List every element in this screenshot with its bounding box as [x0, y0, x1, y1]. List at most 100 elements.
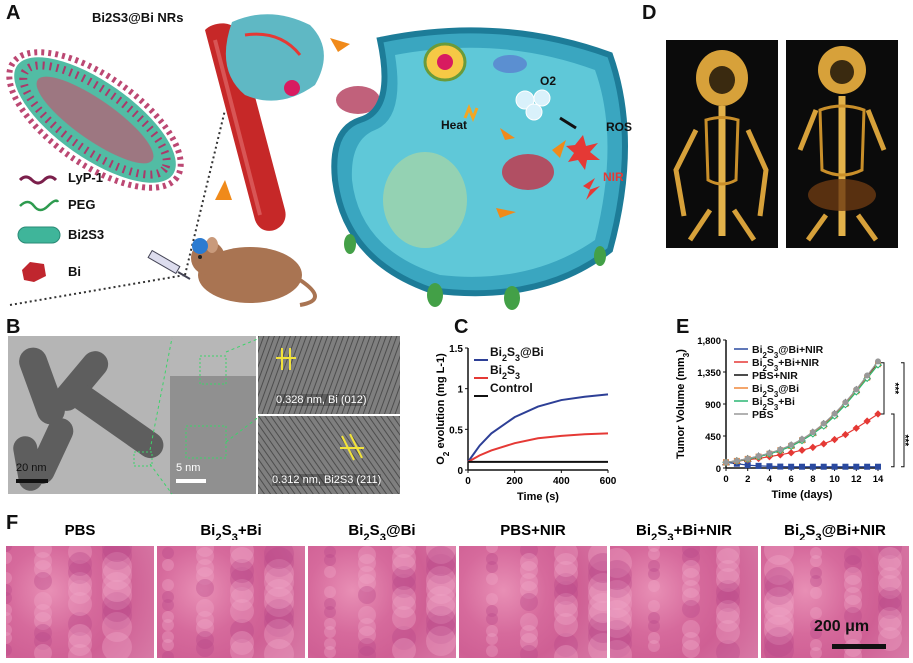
tissue-texture — [764, 627, 794, 657]
tissue-texture — [324, 566, 336, 578]
tissue-texture — [520, 553, 538, 571]
tissue-texture — [554, 613, 578, 637]
tissue-texture — [162, 611, 174, 623]
bi-icon — [22, 262, 46, 282]
tissue-texture — [426, 586, 456, 616]
x-tick-label: 400 — [553, 476, 570, 487]
heat-icon — [463, 103, 479, 123]
x-tick-label: 12 — [851, 474, 862, 485]
tissue-texture — [264, 539, 294, 569]
tissue-texture — [682, 548, 700, 566]
data-point — [788, 463, 795, 470]
blood-vessel — [205, 23, 286, 231]
tissue-texture — [486, 605, 498, 617]
tissue-texture — [0, 624, 12, 636]
tissue-texture — [34, 604, 52, 622]
y-tick-label: 900 — [705, 400, 721, 411]
data-point — [864, 463, 871, 470]
histology-title: Bi2S3+Bi+NIR — [610, 520, 758, 545]
x-tick-label: 0 — [723, 474, 728, 485]
tissue-texture — [68, 572, 92, 596]
data-point — [875, 358, 881, 365]
tissue-texture — [486, 613, 498, 625]
panel-letter-e: E — [676, 316, 690, 338]
data-point — [723, 459, 729, 466]
tissue-texture — [486, 553, 498, 565]
histology-title: Bi2S3@Bi — [308, 520, 456, 545]
legend-entry: Bi2S3 — [490, 363, 520, 381]
tissue-texture — [0, 552, 12, 564]
tissue-texture — [358, 586, 376, 604]
tissue-texture — [196, 579, 214, 597]
tissue-texture — [602, 548, 632, 578]
tissue-texture — [554, 553, 578, 577]
tissue-texture — [682, 568, 700, 586]
tissue-texture — [34, 560, 52, 578]
histology-row: PBS Bi2S3+Bi Bi2S3@Bi PBS+NIR Bi2S3+Bi+NIR Bi… — [0, 520, 909, 663]
arrow-outline-icon — [559, 116, 577, 130]
tissue-texture — [102, 572, 132, 602]
x-tick-label: 6 — [788, 474, 793, 485]
tissue-texture — [0, 604, 12, 616]
histology-title-text: PBS — [65, 522, 96, 539]
histology-title: PBS — [6, 520, 154, 545]
legend-entry: Bi2S3+Bi+NIR — [752, 357, 820, 373]
tissue-texture — [102, 592, 132, 622]
tissue-texture — [682, 640, 700, 658]
histology-image — [157, 539, 305, 663]
tissue-texture — [34, 632, 52, 650]
significance-bracket — [891, 413, 895, 468]
tissue-texture — [0, 540, 12, 552]
tissue-texture — [602, 628, 632, 658]
tissue-texture — [554, 581, 578, 605]
tissue-texture — [764, 615, 794, 645]
tissue-texture — [392, 574, 416, 598]
heat-label: Heat — [441, 118, 468, 132]
tissue-texture — [844, 627, 862, 645]
tissue-texture — [844, 587, 862, 605]
tissue-texture — [426, 574, 456, 604]
tissue-texture — [682, 620, 700, 638]
tissue-texture — [34, 612, 52, 630]
legend-entry: Bi2S3@Bi — [490, 345, 544, 363]
tem-image-zoom: 5 nm — [170, 336, 256, 494]
hrtem-image-bi2s3: 0.312 nm, Bi2S3 (211) — [258, 416, 400, 494]
tissue-texture — [392, 554, 416, 578]
histology-image — [761, 535, 909, 663]
tissue-texture — [102, 580, 132, 610]
x-tick-label: 10 — [829, 474, 840, 485]
tissue-texture — [162, 631, 174, 643]
tissue-texture — [358, 606, 376, 624]
panel-letter-c: C — [454, 316, 469, 338]
significance-bracket — [901, 362, 905, 468]
histology-image — [459, 541, 618, 663]
tissue-texture — [358, 574, 376, 592]
tissue-texture — [68, 624, 92, 648]
ros-label: ROS — [606, 120, 633, 134]
x-axis-label: Time (days) — [772, 489, 833, 501]
tissue-texture — [602, 608, 632, 638]
tissue-texture — [486, 633, 498, 645]
tissue-texture — [162, 591, 174, 603]
data-point — [788, 441, 795, 448]
histology-title-text: Bi2S3@Bi — [348, 522, 415, 540]
tissue-texture — [764, 607, 794, 637]
tissue-texture — [554, 561, 578, 585]
tissue-texture — [0, 644, 12, 656]
tissue-texture — [844, 555, 862, 573]
histology-title-text: Bi2S3@Bi+NIR — [784, 522, 886, 540]
data-point — [875, 463, 881, 470]
lattice-label-bi: 0.328 nm, Bi (012) — [276, 394, 367, 406]
tissue-texture — [426, 554, 456, 584]
y-tick-label: 1.5 — [449, 344, 463, 355]
tissue-texture — [844, 567, 862, 585]
tissue-texture — [162, 639, 174, 651]
tissue-texture — [324, 646, 336, 658]
legend-bi2s3: Bi2S3 — [68, 227, 105, 242]
tissue-texture — [230, 559, 254, 583]
x-tick-label: 600 — [600, 476, 617, 487]
tissue-texture — [878, 547, 902, 571]
chart-c-o2-evolution: 0 200 400 600 0 0.5 1 1.5 Time (s) O2 evolution (… — [435, 344, 617, 503]
histology-title: Bi2S3+Bi — [157, 520, 305, 545]
tissue-texture — [520, 593, 538, 611]
